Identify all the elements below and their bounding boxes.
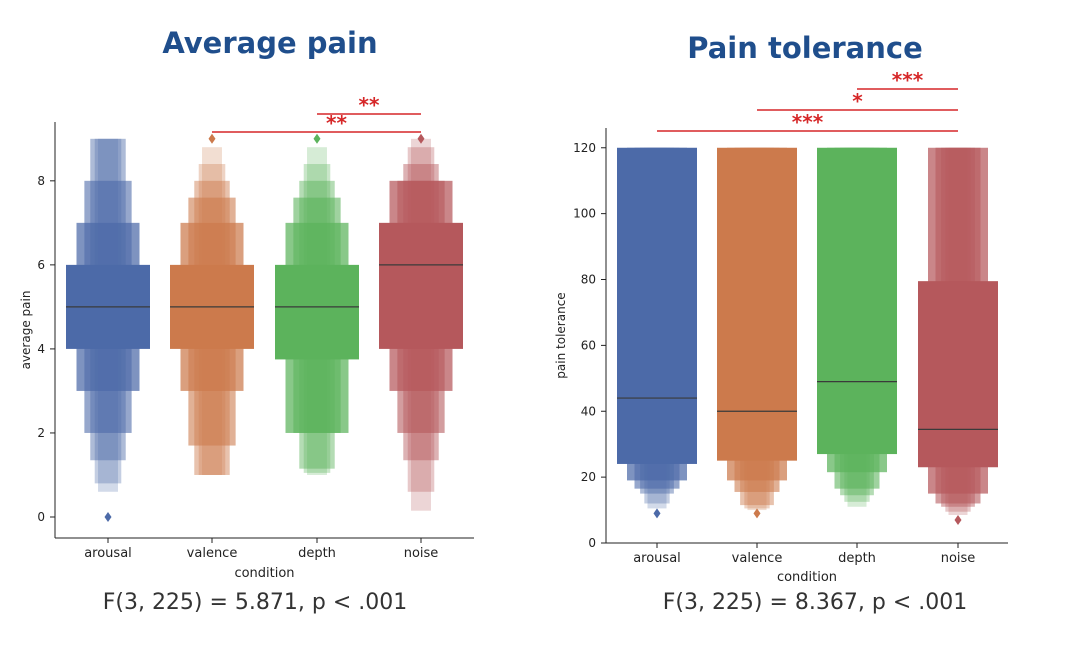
x-axis-label: condition xyxy=(777,570,837,585)
y-tick-label: 20 xyxy=(581,470,596,484)
y-axis-label: pain tolerance xyxy=(554,292,568,378)
right-panel-title: Pain tolerance xyxy=(687,31,923,65)
y-tick-label: 2 xyxy=(37,426,45,440)
y-axis-label: average pain xyxy=(19,291,33,370)
x-tick-label-noise: noise xyxy=(941,551,976,566)
valence-outlier-point xyxy=(753,508,761,519)
arousal-box-level-0 xyxy=(617,147,697,464)
x-tick-label-arousal: arousal xyxy=(633,551,681,566)
y-tick-label: 0 xyxy=(588,536,596,550)
significance-stars-arousal-noise: *** xyxy=(792,110,824,134)
significance-stars-valence-noise: * xyxy=(852,89,863,113)
noise-box-level-0 xyxy=(918,281,998,468)
y-tick-label: 60 xyxy=(581,338,596,352)
noise-outlier-point xyxy=(417,133,425,144)
y-tick-label: 0 xyxy=(37,510,45,524)
arousal-outlier-point xyxy=(104,511,112,522)
left-stats-line: F(3, 225) = 5.871, p < .001 xyxy=(102,590,408,615)
valence-outlier-point xyxy=(208,133,216,144)
significance-stars-depth-noise: ** xyxy=(359,93,380,117)
arousal-outlier-point xyxy=(653,508,661,519)
valence-box-level-0 xyxy=(717,147,797,461)
x-tick-label-depth: depth xyxy=(838,551,876,566)
x-tick-label-noise: noise xyxy=(404,546,439,561)
noise-outlier-point xyxy=(954,514,962,525)
y-tick-label: 6 xyxy=(37,258,45,272)
x-axis-label: condition xyxy=(234,566,294,581)
left-panel-title: Average pain xyxy=(162,26,378,60)
noise-box-level-0 xyxy=(379,222,463,349)
y-tick-label: 80 xyxy=(581,273,596,287)
x-tick-label-valence: valence xyxy=(187,546,238,561)
x-tick-label-arousal: arousal xyxy=(84,546,132,561)
y-tick-label: 4 xyxy=(37,342,45,356)
significance-stars-valence-noise: ** xyxy=(326,111,347,135)
y-tick-label: 8 xyxy=(37,174,45,188)
x-tick-label-depth: depth xyxy=(298,546,336,561)
y-tick-label: 40 xyxy=(581,404,596,418)
y-tick-label: 100 xyxy=(573,207,596,221)
depth-outlier-point xyxy=(313,133,321,144)
depth-box-level-0 xyxy=(817,147,897,455)
depth-box-level-0 xyxy=(275,264,359,360)
x-tick-label-valence: valence xyxy=(732,551,783,566)
y-tick-label: 120 xyxy=(573,141,596,155)
significance-stars-depth-noise: *** xyxy=(892,68,924,92)
right-stats-line: F(3, 225) = 8.367, p < .001 xyxy=(662,590,968,615)
